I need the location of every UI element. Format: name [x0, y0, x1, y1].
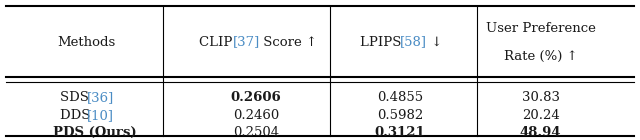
Text: User Preference: User Preference: [486, 22, 596, 34]
Text: 30.83: 30.83: [522, 91, 560, 104]
Text: [10]: [10]: [86, 109, 113, 122]
Text: CLIP: CLIP: [199, 36, 237, 48]
Text: DDS: DDS: [60, 109, 94, 122]
Text: LPIPS: LPIPS: [360, 36, 405, 48]
Text: ↓: ↓: [427, 36, 442, 48]
Text: Methods: Methods: [57, 36, 116, 48]
Text: [37]: [37]: [232, 36, 260, 48]
Text: 0.3121: 0.3121: [374, 126, 426, 139]
Text: 0.4855: 0.4855: [377, 91, 423, 104]
Text: [36]: [36]: [86, 91, 114, 104]
Text: [58]: [58]: [400, 36, 427, 48]
Text: 0.2504: 0.2504: [233, 126, 279, 139]
Text: 0.5982: 0.5982: [377, 109, 423, 122]
Text: 0.2606: 0.2606: [230, 91, 282, 104]
Text: 20.24: 20.24: [522, 109, 559, 122]
Text: 48.94: 48.94: [520, 126, 562, 139]
Text: PDS (Ours): PDS (Ours): [53, 126, 136, 139]
Text: Rate (%) ↑: Rate (%) ↑: [504, 50, 578, 62]
Text: Score ↑: Score ↑: [259, 36, 317, 48]
Text: 0.2460: 0.2460: [233, 109, 279, 122]
Text: SDS: SDS: [60, 91, 93, 104]
